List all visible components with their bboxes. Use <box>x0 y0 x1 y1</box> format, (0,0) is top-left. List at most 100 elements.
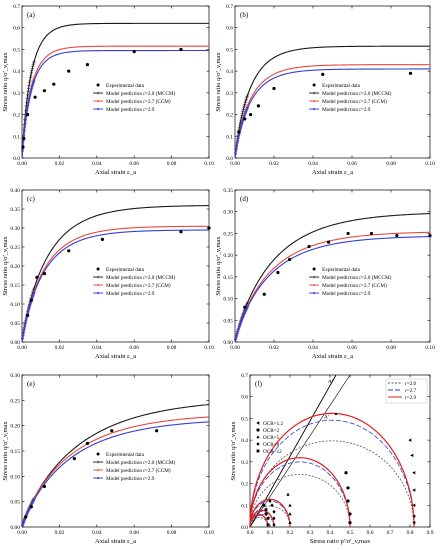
series-marker <box>236 139 240 142</box>
series-marker <box>27 508 31 511</box>
series-marker <box>240 320 243 323</box>
series-marker <box>96 107 100 111</box>
y-tick-label: 0.3 <box>241 460 248 466</box>
data-point-ocr_5 <box>288 503 292 507</box>
series-marker <box>23 326 26 330</box>
data-point-ocr_1_2 <box>412 471 416 475</box>
series-line-3 <box>234 236 431 343</box>
x-tick-label: 0.06 <box>347 345 357 351</box>
data-point-ocr_12 <box>264 508 268 512</box>
series-marker <box>27 81 32 85</box>
series-marker <box>238 324 242 327</box>
experimental-point <box>207 226 211 230</box>
series-marker <box>241 121 244 124</box>
series-marker <box>96 275 100 279</box>
series-marker <box>245 108 248 112</box>
y-tick-label: 0.25 <box>10 245 20 251</box>
legend-r-label: r=2.0 <box>405 381 417 387</box>
data-point-ocr_2 <box>348 512 352 516</box>
series-marker <box>25 513 28 516</box>
series-marker <box>243 113 247 117</box>
series-marker <box>30 502 34 506</box>
experimental-point <box>100 237 105 241</box>
y-axis-label: Stress ratio q/σ'_v,max <box>230 421 237 481</box>
x-tick-label: 0.00 <box>230 345 240 351</box>
legend-experimental-label: Experimental data <box>106 83 145 89</box>
series-marker <box>240 124 243 128</box>
series-marker <box>27 83 31 88</box>
y-axis-label: Stress ratio q/σ'_v,max <box>2 52 9 112</box>
series-marker <box>246 305 249 309</box>
y-tick-label: 0.6 <box>13 26 20 32</box>
panel-label: (a) <box>27 11 35 19</box>
series-marker <box>245 94 249 98</box>
y-tick-label: 0.4 <box>13 69 20 75</box>
x-tick-label: 0.0 <box>247 530 254 536</box>
x-tick-label: 0.06 <box>347 161 357 167</box>
series-marker <box>29 73 33 77</box>
yield-surface <box>249 474 351 528</box>
series-marker <box>96 99 100 103</box>
legend-label-1: Model prediction r=2.0 (MCCM) <box>106 90 175 97</box>
series-marker <box>22 138 25 142</box>
y-tick-label: 0.3 <box>13 91 20 97</box>
x-tick-label: 0.7 <box>387 530 394 536</box>
experimental-point <box>67 249 71 253</box>
data-point-ocr_8 <box>270 503 274 508</box>
y-tick-label: 0.5 <box>226 47 233 53</box>
series-marker <box>245 306 249 310</box>
series-marker <box>243 100 247 105</box>
x-tick-label: 0.4 <box>327 530 334 536</box>
series-marker <box>30 85 34 88</box>
x-tick-label: 0.08 <box>386 345 396 351</box>
y-tick-label: 0.10 <box>10 302 20 308</box>
series-marker <box>28 304 32 307</box>
legend-label-1: Model prediction r=2.0 (MCCM) <box>322 274 391 281</box>
series-marker <box>31 294 35 297</box>
series-marker <box>237 328 240 332</box>
series-marker <box>29 90 33 94</box>
series-marker <box>234 336 238 340</box>
legend-experimental-marker <box>312 267 316 271</box>
y-tick-label: 0.4 <box>241 438 248 444</box>
series-marker <box>24 318 28 322</box>
y-tick-label: 0.15 <box>10 449 20 455</box>
experimental-point <box>395 234 399 238</box>
series-marker <box>242 314 246 317</box>
series-marker <box>30 501 34 505</box>
experimental-point <box>24 515 28 519</box>
legend-label-1: Model prediction r=2.0 (MCCM) <box>106 274 175 281</box>
series-marker <box>26 310 30 314</box>
series-marker <box>26 86 31 91</box>
experimental-point <box>42 89 47 93</box>
series-marker <box>239 116 243 120</box>
series-marker <box>234 338 237 342</box>
legend-label-2: Model prediction r=2.7 (CCM) <box>322 98 387 105</box>
series-marker <box>30 69 34 73</box>
yield-surface <box>249 412 415 528</box>
series-marker <box>241 119 245 123</box>
series-marker <box>22 521 25 524</box>
series-marker <box>241 110 245 114</box>
data-point-ocr_8 <box>272 509 276 514</box>
legend-experimental-label: Experimental data <box>106 452 145 458</box>
series-marker <box>22 520 26 523</box>
series-marker <box>30 67 34 71</box>
x-tick-label: 0.02 <box>269 345 279 351</box>
series-marker <box>246 106 249 110</box>
experimental-point <box>85 63 90 67</box>
series-marker <box>26 106 29 109</box>
legend-ocr-marker <box>256 428 260 432</box>
y-tick-label: 0.0 <box>13 156 20 162</box>
series-marker <box>24 115 28 118</box>
series-line-1 <box>21 205 210 343</box>
series-marker <box>240 318 244 322</box>
series-line-1 <box>21 403 210 528</box>
data-point-ocr_12 <box>266 523 270 527</box>
series-marker <box>312 275 316 279</box>
series-marker <box>239 128 242 132</box>
series-marker <box>242 104 246 108</box>
y-tick-label: 0.00 <box>10 525 20 531</box>
y-tick-label: 0.25 <box>10 398 20 404</box>
experimental-point <box>33 95 37 99</box>
